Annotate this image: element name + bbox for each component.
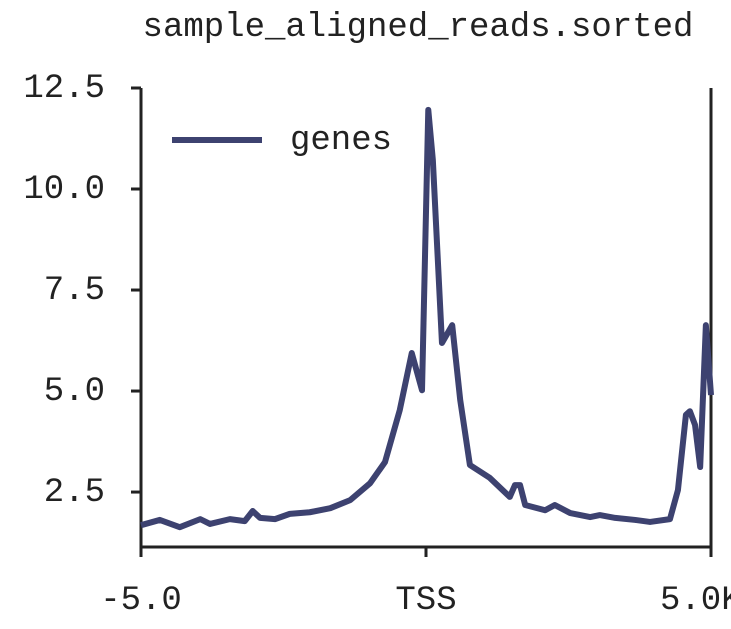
chart-title: sample_aligned_reads.sorted	[143, 9, 694, 47]
y-tick-label: 7.5	[44, 272, 105, 310]
legend-label: genes	[290, 122, 392, 160]
y-tick-label: 5.0	[44, 373, 105, 411]
x-tick-label: -5.0	[100, 582, 182, 620]
y-tick-label: 10.0	[23, 171, 105, 209]
data-line	[140, 106, 714, 531]
x-tick-label: TSS	[395, 582, 456, 620]
y-tick-label: 2.5	[44, 474, 105, 512]
y-tick-label: 12.5	[23, 70, 105, 108]
x-tick-label: 5.0Kb	[660, 582, 731, 620]
